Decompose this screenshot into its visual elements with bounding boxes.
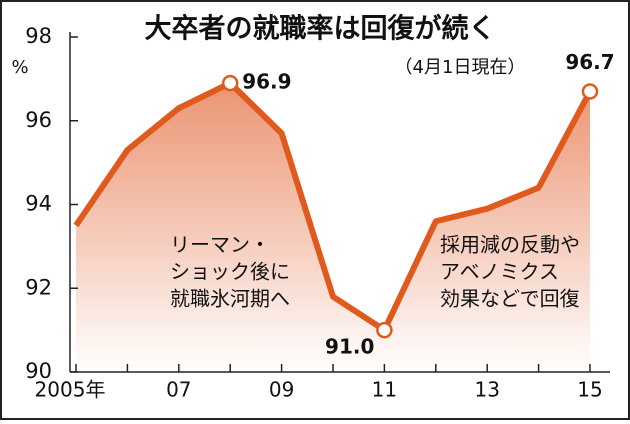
x-tick-label: 13	[474, 378, 499, 402]
y-unit: %	[11, 57, 28, 78]
x-tick-label: 09	[269, 378, 294, 402]
point-marker	[581, 83, 599, 100]
point-marker	[221, 74, 239, 92]
annotation: リーマン・	[170, 233, 270, 257]
annotation: アベノミクス	[440, 260, 559, 284]
x-tick-label: 15	[577, 378, 602, 402]
value-label: 96.7	[565, 50, 614, 74]
area	[76, 83, 590, 372]
annotation: 就職氷河期へ	[170, 287, 290, 311]
annotation: 採用減の反動や	[440, 233, 580, 257]
line	[73, 80, 593, 334]
y-tick-label: 98	[25, 24, 52, 48]
chart-subtitle: （4月1日現在）	[395, 57, 526, 78]
value-label: 96.9	[242, 70, 291, 94]
x-tick-label: 2005年	[35, 378, 106, 402]
value-label: 91.0	[325, 335, 374, 359]
y-tick-label: 90	[25, 359, 52, 383]
point-marker	[376, 321, 393, 339]
x-tick-label: 07	[166, 378, 191, 402]
y-tick-label: 96	[25, 108, 52, 132]
annotation: ショック後に	[170, 260, 290, 284]
x-tick-label: 11	[372, 378, 397, 402]
annotation: 効果などで回復	[440, 287, 580, 311]
y-tick-label: 92	[25, 275, 52, 299]
chart-title: 大卒者の就職率は回復が続く	[145, 13, 496, 45]
y-tick-label: 94	[25, 192, 52, 216]
